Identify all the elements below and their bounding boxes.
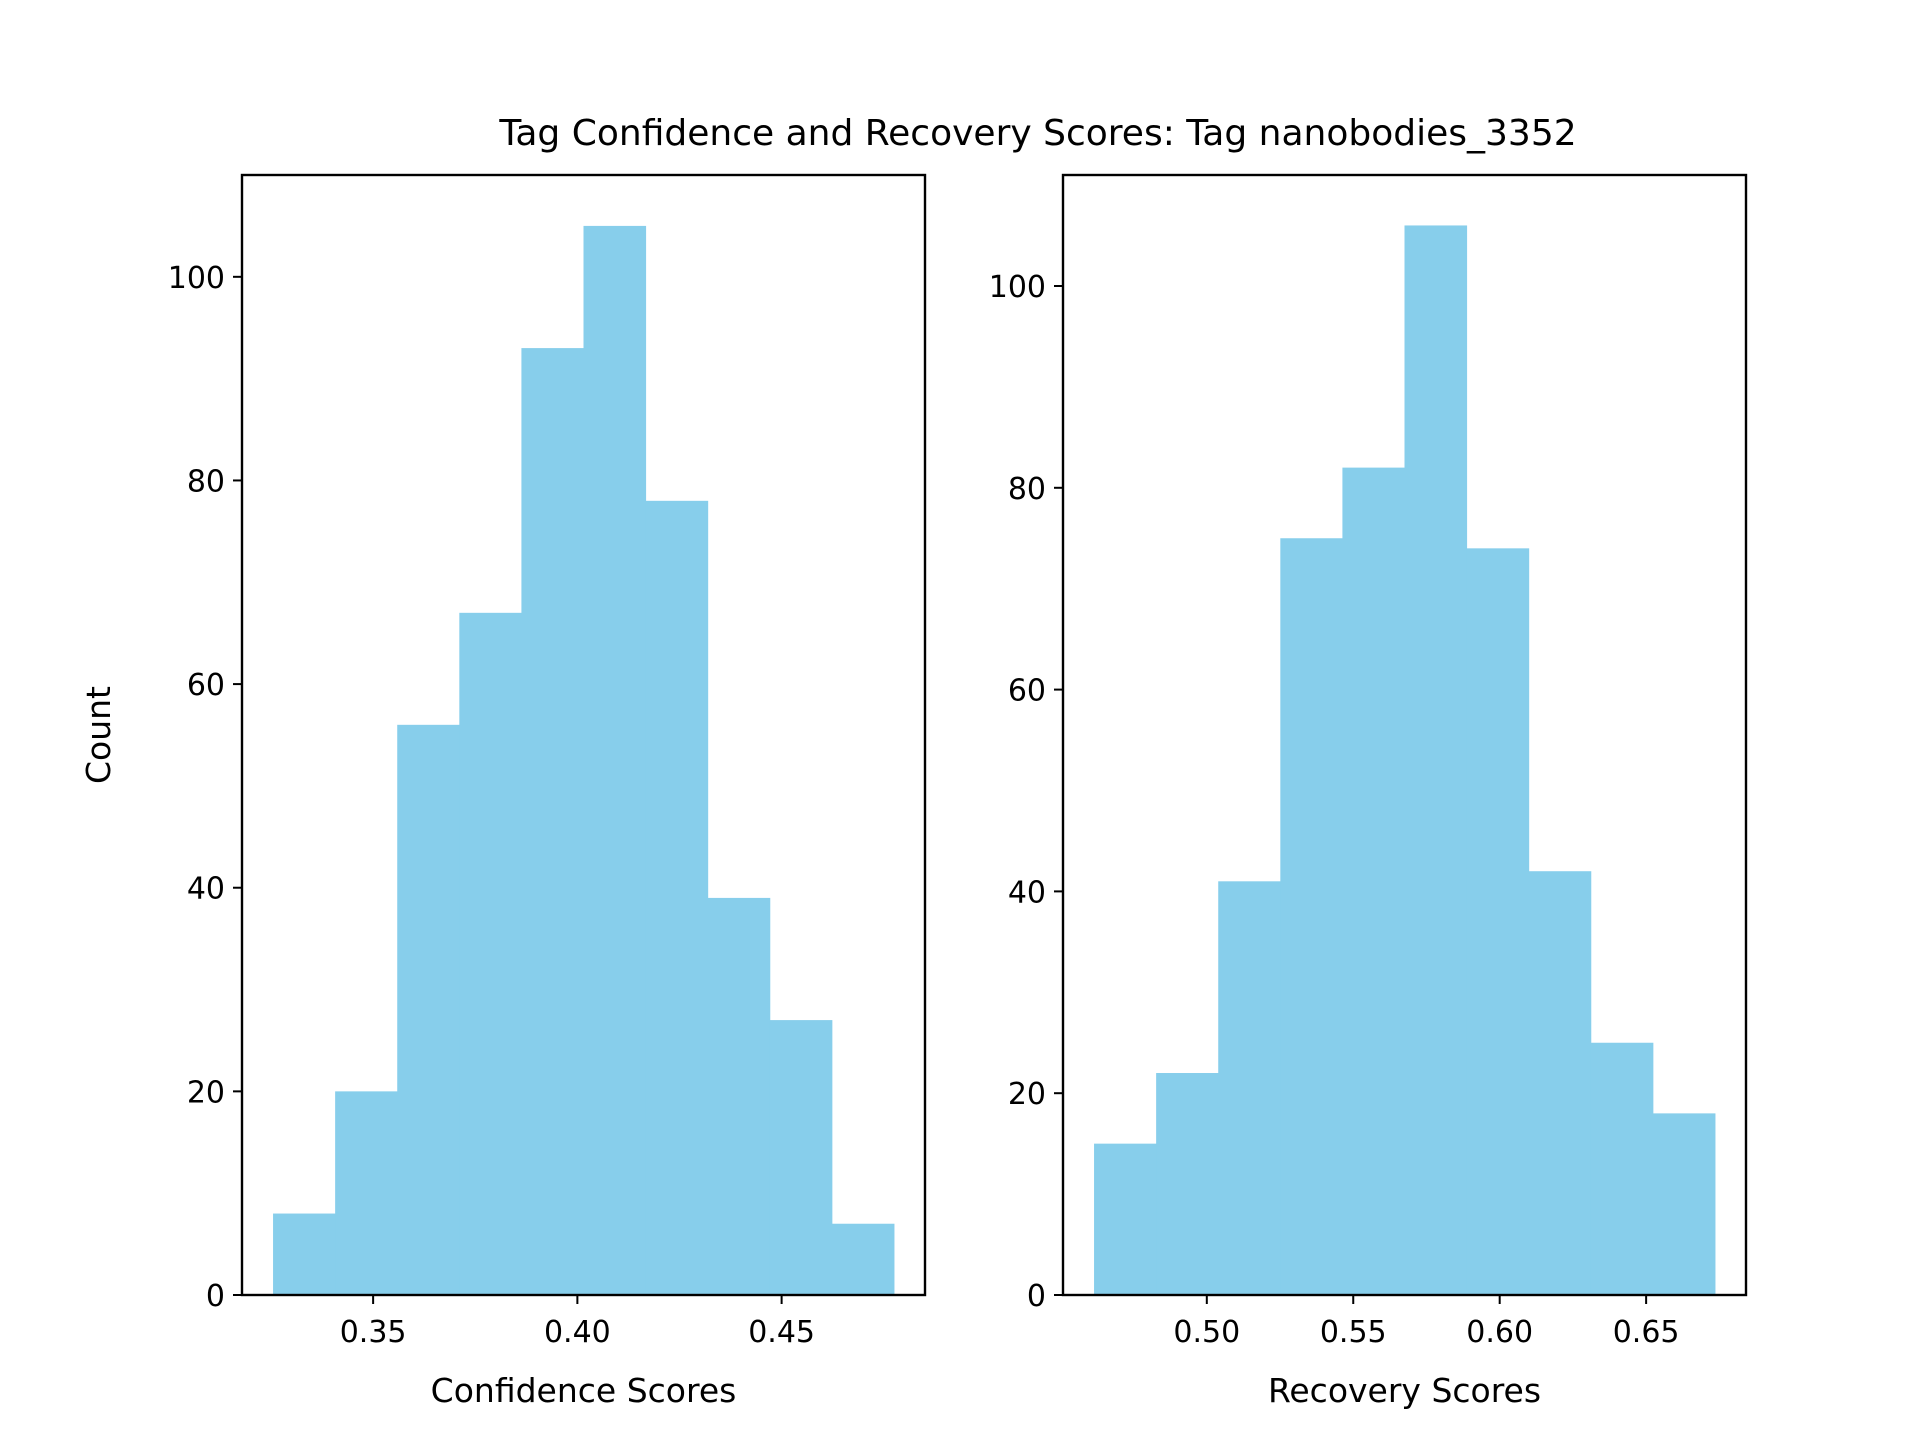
y-tick-label: 80 [187,464,225,499]
histogram-bar [707,897,771,1295]
x-tick-label: 0.65 [1613,1315,1680,1350]
y-tick-label: 100 [168,261,225,296]
x-tick-label: 0.40 [544,1315,611,1350]
x-axis-label: Recovery Scores [1268,1371,1541,1410]
x-axis-label: Confidence Scores [431,1371,737,1410]
histogram-bar [1528,871,1592,1295]
histogram-bar [521,348,584,1295]
histogram-bar [1590,1042,1654,1295]
histogram-bar [583,225,647,1296]
histogram-bar [459,612,522,1295]
axes-frame [240,173,927,1297]
histogram-bar [1156,1073,1219,1295]
figure-title: Tag Confidence and Recovery Scores: Tag … [498,113,1576,154]
histogram-bar [1218,881,1281,1295]
histogram-panel-2: 0.50 0.55 0.60 0.65 0 20 40 60 80 100 Recovery Sco… [989,173,1748,1410]
y-tick-label: 60 [187,668,225,703]
y-tick-label: 20 [187,1075,225,1110]
y-tick-label: 20 [1008,1077,1046,1112]
histogram-bar [1652,1113,1716,1295]
histogram-bar [1404,225,1468,1296]
histogram-panel-1: 0.35 0.40 0.45 0 20 40 60 80 100 Confidence Score… [79,173,927,1410]
histogram-bar [397,724,460,1295]
x-tick-label: 0.60 [1466,1315,1533,1350]
y-tick-label: 100 [989,270,1046,305]
y-axis-label: Count [79,686,118,784]
y-tick-label: 60 [1008,674,1046,709]
x-tick-label: 0.35 [340,1315,407,1350]
y-tick-label: 40 [1008,875,1046,910]
histogram-bar [273,1213,336,1295]
histogram-bar [831,1223,895,1295]
histogram-bar [1466,548,1530,1295]
x-tick-label: 0.45 [748,1315,815,1350]
histogram-bar [1342,467,1405,1295]
histogram-bar [1094,1143,1157,1295]
y-tick-label: 40 [187,872,225,907]
y-tick-label: 80 [1008,472,1046,507]
x-tick-label: 0.55 [1320,1315,1387,1350]
x-tick-label: 0.50 [1173,1315,1240,1350]
histogram-bar [335,1091,398,1295]
y-tick-label: 0 [1027,1279,1046,1314]
axes-frame [1061,173,1748,1297]
y-tick-label: 0 [206,1279,225,1314]
histogram-bar [645,500,709,1295]
histogram-bar [769,1020,833,1295]
histogram-bar [1280,538,1343,1295]
